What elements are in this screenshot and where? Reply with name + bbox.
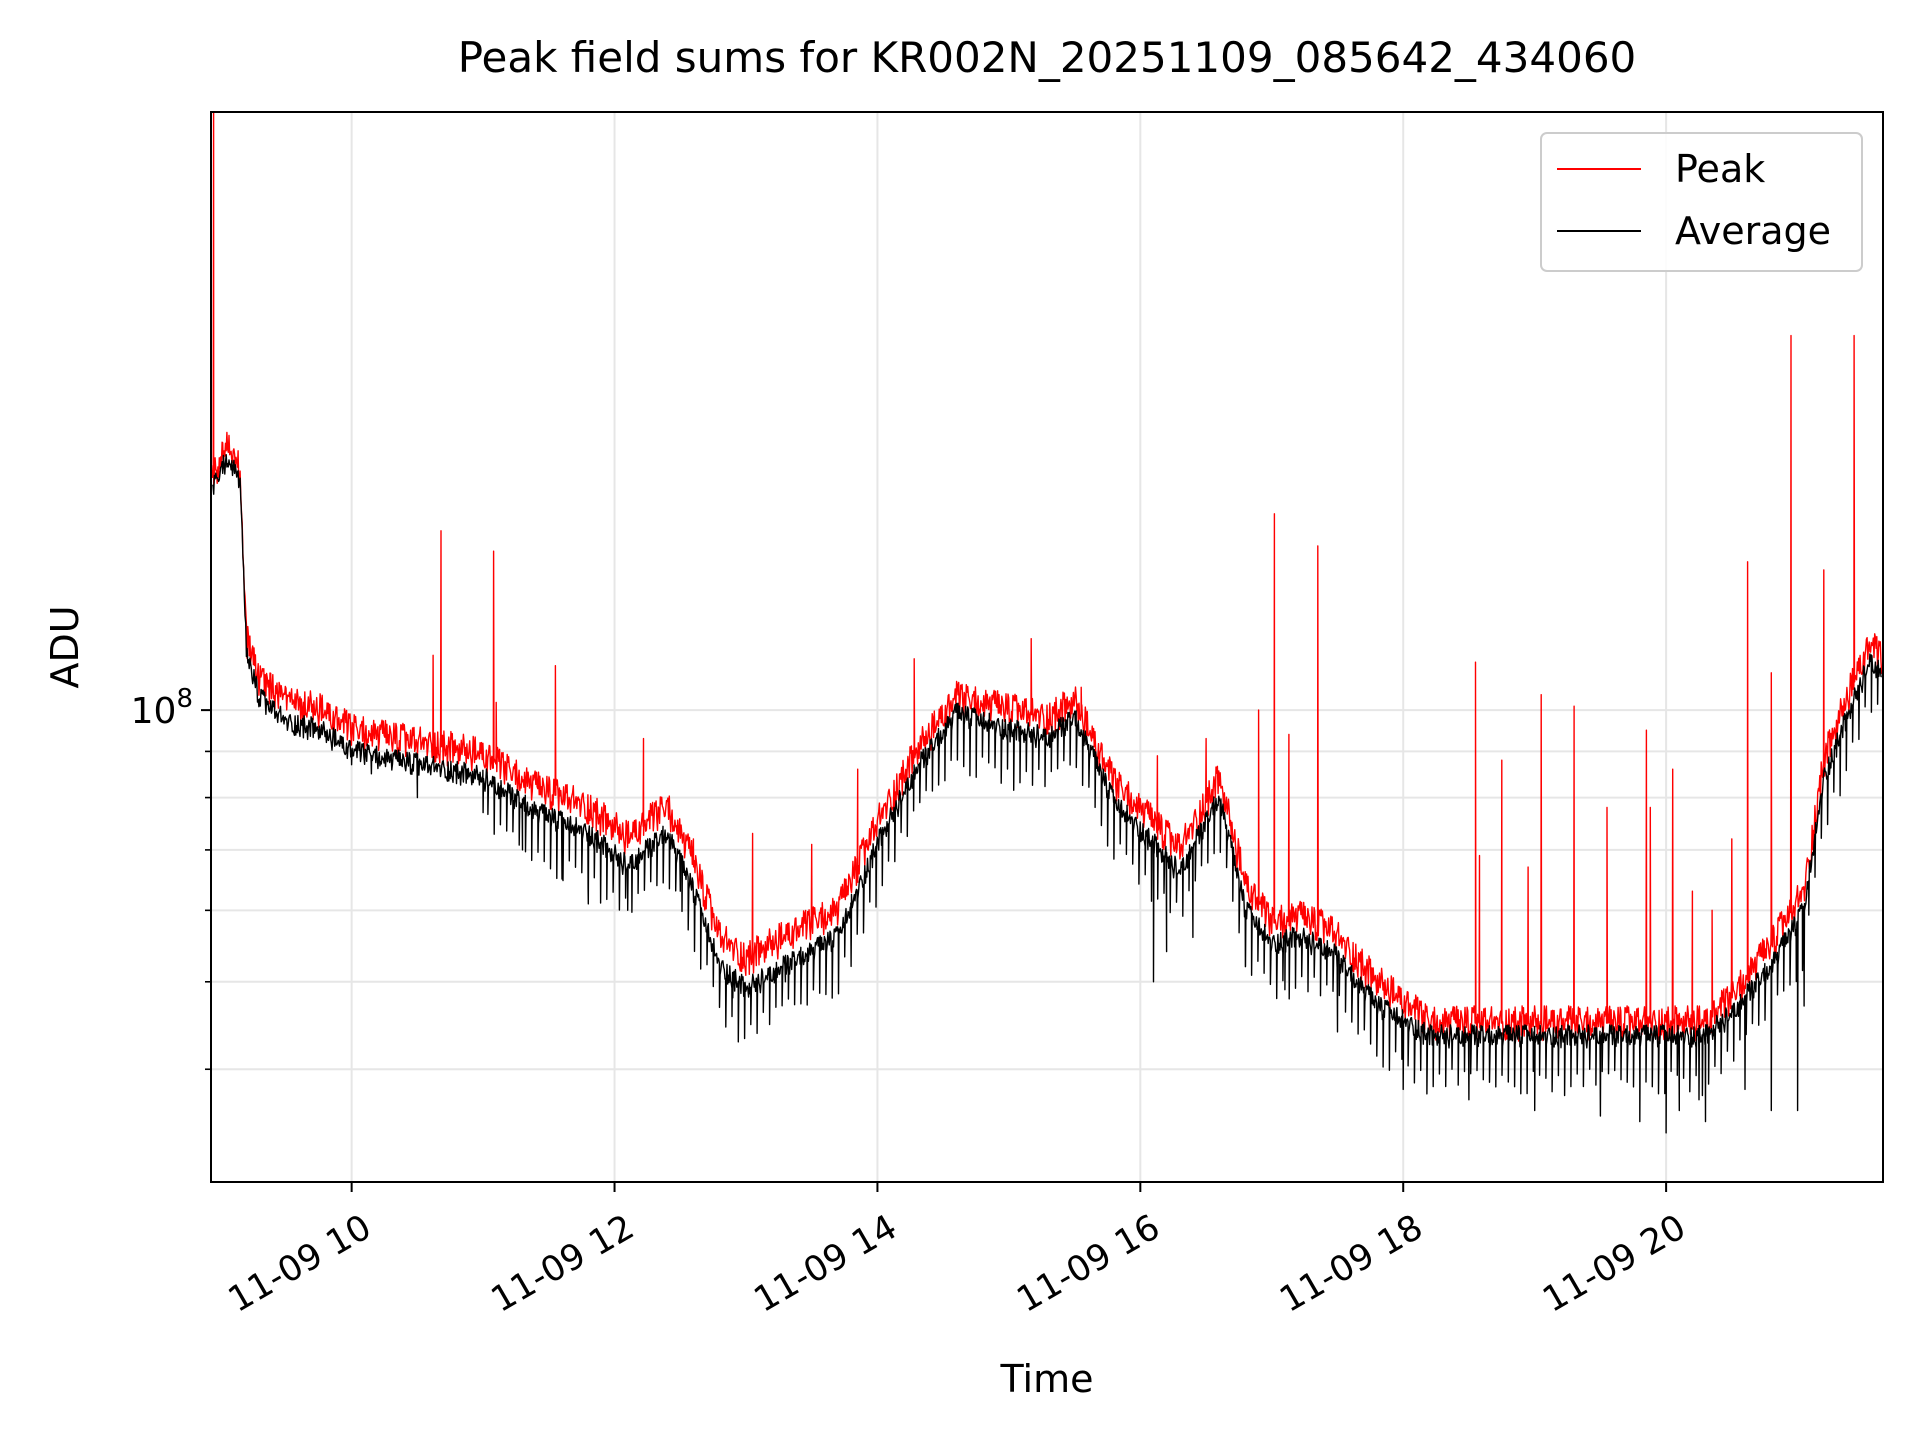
legend-average-label: Average <box>1675 209 1831 253</box>
y-axis: 108 <box>131 684 211 1071</box>
series-line-average <box>212 454 1882 1134</box>
legend-box <box>1540 132 1863 272</box>
plot-frame <box>210 111 1884 1183</box>
x-axis-label: Time <box>1000 1357 1094 1401</box>
grid-lines <box>211 112 1883 1182</box>
legend-peak-label: Peak <box>1675 147 1765 191</box>
y-axis-label: ADU <box>43 605 87 688</box>
y-tick-label: 108 <box>131 684 193 732</box>
series-layer <box>211 112 1883 1134</box>
chart-title: Peak field sums for KR002N_20251109_0856… <box>458 33 1637 82</box>
legend: Peak Average <box>1540 132 1863 272</box>
